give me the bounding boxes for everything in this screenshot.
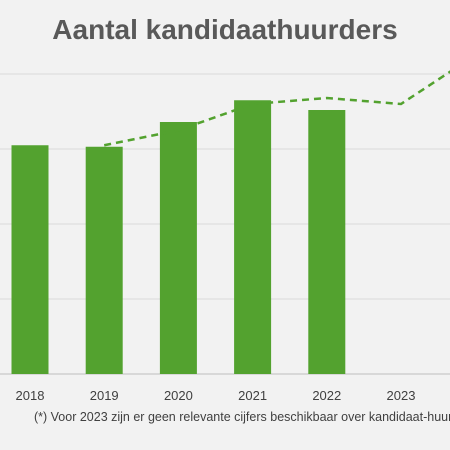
x-axis-tick-labels: 2018201920202021202220232024	[16, 388, 416, 403]
bar-2022	[308, 110, 346, 374]
x-tick-label: 2019	[90, 388, 119, 403]
footnote: (*) Voor 2023 zijn er geen relevante cij…	[34, 410, 450, 424]
bar-2020	[159, 122, 197, 374]
bar-2019	[85, 146, 123, 374]
bar-2018	[11, 145, 49, 374]
x-tick-label: 2022	[312, 388, 341, 403]
gridlines	[0, 73, 450, 375]
x-tick-label: 2018	[16, 388, 45, 403]
x-tick-label: 2023	[387, 388, 416, 403]
trend-line-series	[103, 70, 450, 147]
bar-2021	[234, 100, 272, 374]
x-tick-label: 2021	[238, 388, 267, 403]
trend-line	[103, 70, 450, 147]
chart-title: Aantal kandidaathuurders	[52, 14, 398, 45]
x-tick-label: 2020	[164, 388, 193, 403]
bar-series	[11, 100, 346, 374]
